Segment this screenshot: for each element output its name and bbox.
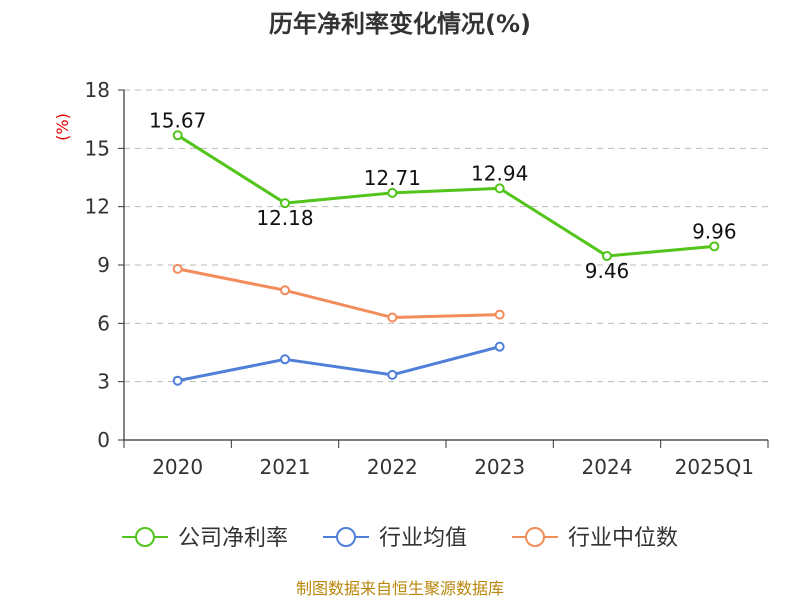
x-tick-label: 2022 xyxy=(367,455,418,479)
data-label: 12.94 xyxy=(471,161,528,185)
legend-swatch-marker xyxy=(135,527,155,547)
x-tick-label: 2025Q1 xyxy=(675,455,754,479)
data-label: 15.67 xyxy=(149,108,206,132)
data-point xyxy=(172,130,183,141)
grid-lines xyxy=(124,89,768,383)
data-labels: 15.67 12.18 12.71 12.94 9.46 9.96 xyxy=(149,108,737,283)
x-tick-label: 2024 xyxy=(582,455,633,479)
y-tick-label: 6 xyxy=(97,311,110,335)
series-lines xyxy=(172,130,720,386)
data-point xyxy=(387,369,398,380)
series-line xyxy=(177,345,501,383)
data-point xyxy=(280,285,290,296)
y-tick-label: 18 xyxy=(85,78,110,102)
legend-label: 行业中位数 xyxy=(568,526,678,551)
y-tick-label: 15 xyxy=(85,136,110,160)
series-line xyxy=(177,267,500,319)
data-point xyxy=(602,251,612,262)
legend-label: 行业均值 xyxy=(379,526,467,551)
y-tick-label: 12 xyxy=(85,195,110,219)
source-note: 制图数据来自恒生聚源数据库 xyxy=(296,579,504,598)
data-point xyxy=(494,183,505,194)
x-tick-label: 2020 xyxy=(152,455,203,479)
y-tick-label: 9 xyxy=(97,253,110,277)
chart-title: 历年净利率变化情况(%) xyxy=(269,10,531,38)
y-tick-label: 3 xyxy=(97,370,110,394)
x-tick-label: 2023 xyxy=(474,455,525,479)
data-point xyxy=(387,312,398,323)
data-point xyxy=(494,341,505,352)
data-point xyxy=(172,263,183,274)
data-label: 9.46 xyxy=(585,259,630,283)
legend-swatch-marker xyxy=(336,527,356,547)
legend-label: 公司净利率 xyxy=(178,526,288,551)
legend-swatch-marker xyxy=(525,527,545,547)
data-point xyxy=(172,375,183,386)
data-point xyxy=(280,354,290,365)
data-label: 9.96 xyxy=(692,219,737,243)
y-tick-label: 0 xyxy=(97,428,110,452)
data-label: 12.71 xyxy=(364,166,421,190)
x-tick-label: 2021 xyxy=(260,455,311,479)
data-label: 12.18 xyxy=(256,206,313,230)
data-point xyxy=(709,241,720,252)
data-point xyxy=(494,309,505,320)
data-point xyxy=(387,187,398,198)
series-line xyxy=(176,134,715,258)
data-point xyxy=(280,198,290,209)
y-axis-label: (%) xyxy=(53,113,72,141)
legend: 公司净利率 行业均值 行业中位数 xyxy=(122,526,678,551)
axes: 0 3 6 9 12 15 18 2020 2021 2022 2023 2024 2025Q1 xyxy=(85,78,769,479)
